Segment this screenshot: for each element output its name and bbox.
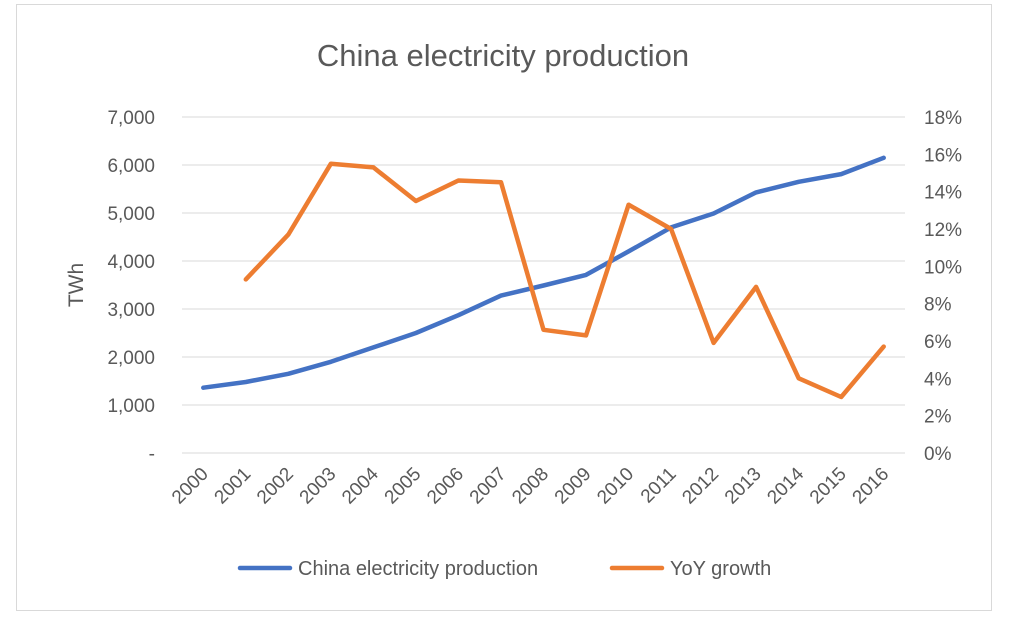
right-tick-label: 0% [924, 444, 952, 465]
right-tick-label: 18% [924, 108, 962, 129]
right-tick-label: 4% [924, 369, 952, 390]
left-tick-label: 2,000 [107, 348, 155, 369]
production-series-line [201, 155, 886, 390]
legend-label: China electricity production [298, 558, 538, 580]
x-tick-label: 2007 [466, 464, 511, 509]
x-tick-label: 2000 [168, 464, 213, 509]
right-tick-label: 2% [924, 407, 952, 428]
x-tick-label: 2016 [849, 464, 894, 509]
gridlines [182, 116, 905, 454]
x-axis-ticks: 2000200120022003200420052006200720082009… [168, 463, 893, 508]
left-tick-label: 7,000 [107, 108, 155, 129]
left-tick-label: 6,000 [107, 156, 155, 177]
x-tick-label: 2015 [806, 464, 851, 509]
right-tick-label: 12% [924, 220, 962, 241]
right-tick-label: 10% [924, 257, 962, 278]
right-tick-label: 14% [924, 183, 962, 204]
y-axis-title: TWh [65, 263, 88, 307]
left-tick-label: 1,000 [107, 396, 155, 417]
legend-label: YoY growth [670, 558, 771, 580]
left-tick-label: - [149, 444, 155, 465]
left-tick-label: 3,000 [107, 300, 155, 321]
right-tick-label: 16% [924, 145, 962, 166]
x-tick-label: 2013 [721, 464, 766, 509]
x-tick-label: 2008 [508, 464, 553, 509]
x-tick-label: 2003 [296, 464, 341, 509]
left-axis-ticks: - 1,000 2,000 3,000 4,000 5,000 6,000 7,000 [107, 108, 155, 465]
legend: China electricity production YoY growth [237, 558, 771, 580]
right-axis-ticks: 0% 2% 4% 6% 8% 10% 12% 14% 16% 18% [924, 108, 962, 465]
left-tick-label: 5,000 [107, 204, 155, 225]
yoy-growth-series-line [243, 161, 886, 400]
x-tick-label: 2012 [678, 464, 723, 509]
x-tick-label: 2005 [381, 464, 426, 509]
x-tick-label: 2001 [211, 464, 256, 509]
series-lines [201, 155, 886, 400]
x-tick-label: 2004 [338, 463, 383, 508]
left-tick-label: 4,000 [107, 252, 155, 273]
right-tick-label: 6% [924, 332, 952, 353]
x-tick-label: 2009 [551, 464, 596, 509]
right-tick-label: 8% [924, 295, 952, 316]
x-tick-label: 2002 [253, 464, 298, 509]
x-tick-label: 2011 [637, 464, 681, 508]
x-tick-label: 2006 [423, 464, 468, 509]
x-tick-label: 2014 [763, 463, 808, 508]
chart-frame [16, 4, 992, 611]
x-tick-label: 2010 [593, 464, 638, 509]
chart-title: China electricity production [317, 38, 689, 73]
